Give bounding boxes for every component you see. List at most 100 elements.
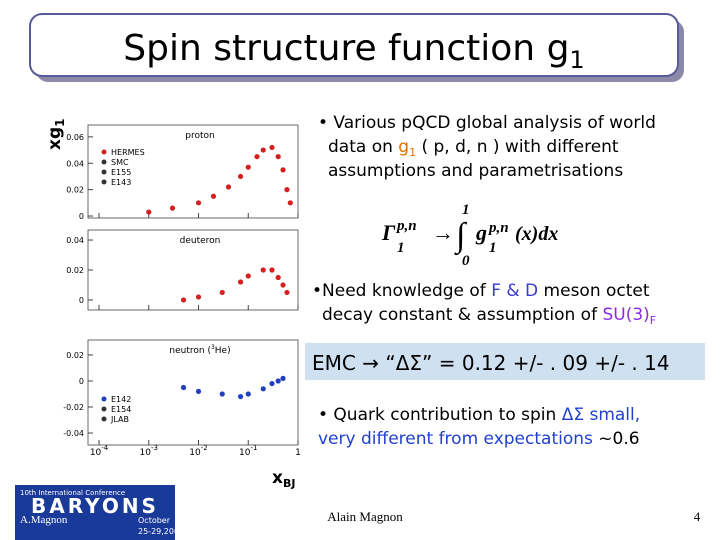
legend-marker: [101, 396, 107, 402]
x-tick-base: 10: [140, 448, 152, 458]
panel-label: proton: [185, 131, 214, 141]
panel-frame: [87, 339, 299, 446]
y-axis-label: xg1: [45, 119, 67, 151]
y-tick-label: 0.02: [66, 351, 84, 360]
data-point: [280, 282, 286, 288]
x-axis-label-sub: BJ: [283, 477, 295, 490]
title-box: [29, 13, 679, 77]
legend-entry: E155: [111, 168, 131, 177]
data-point: [287, 200, 293, 206]
y-axis-label-text: xg: [45, 127, 65, 150]
formula-g-sup: p,n: [487, 220, 509, 236]
x-tick-label: 10-1: [239, 444, 257, 458]
x-tick-exp: -1: [250, 444, 257, 452]
data-point: [180, 297, 187, 303]
y-tick-label: 0: [79, 377, 84, 386]
data-point: [245, 164, 251, 170]
formula-sup: p,n: [395, 218, 417, 234]
data-point: [275, 154, 281, 160]
legend-entry: HERMES: [111, 148, 145, 157]
y-tick-label: 0.04: [66, 159, 84, 168]
bullet-segment: assumptions and parametrisations: [328, 161, 623, 181]
bullet-line: data on g1 ( p, d, n ) with different: [328, 137, 619, 159]
y-tick-label: 0: [79, 212, 84, 221]
data-point: [237, 173, 244, 180]
x-axis-label-text: x: [272, 468, 283, 488]
panel-label: neutron (3He): [169, 344, 230, 356]
bullet-segment: F & D: [491, 281, 538, 301]
legend-entry: JLAB: [110, 415, 129, 424]
legend-entry: E143: [111, 178, 131, 187]
formula-tail: (x)dx: [515, 223, 558, 245]
data-point: [219, 391, 225, 397]
legend-marker: [101, 149, 107, 155]
formula-arrow: →: [432, 220, 454, 245]
data-point: [280, 167, 286, 173]
formula-gamma: Γ: [381, 220, 396, 245]
data-point: [169, 205, 176, 211]
formula-g: g: [475, 220, 487, 245]
bullet-segment: 1: [409, 146, 416, 159]
data-point: [180, 384, 187, 391]
x-tick-base: 1: [295, 448, 301, 458]
legend-marker: [101, 179, 107, 185]
bullet-segment: ( p, d, n ) with different: [416, 137, 619, 157]
x-tick-exp: -3: [151, 444, 158, 452]
formula: Γ p,n 1 → ∫ 1 0 g p,n 1 (x)dx: [381, 202, 558, 269]
x-tick-label: 1: [295, 448, 301, 458]
y-axis-label-sub: 1: [53, 119, 67, 127]
emc-text: EMC → “ΔΣ” = 0.12 +/- . 09 +/- . 14: [312, 351, 670, 375]
panel-label-text: proton: [185, 131, 214, 141]
logo-conference: 10th International Conference: [20, 489, 125, 497]
data-point: [210, 193, 217, 199]
bullet-segment: g: [398, 137, 409, 157]
data-point: [269, 267, 275, 273]
x-tick-exp: -4: [101, 444, 109, 452]
logo-name: BARYONS: [31, 494, 159, 518]
logo-author: A.Magnon: [20, 514, 68, 526]
footer-author: Alain Magnon: [327, 509, 403, 524]
title-sub: 1: [569, 46, 584, 74]
legend-marker: [101, 169, 107, 175]
y-tick-label: 0.04: [66, 236, 84, 245]
formula-lower: 0: [462, 253, 470, 269]
y-tick-label: 0: [79, 296, 84, 305]
bullet-segment: SU(3): [602, 305, 649, 325]
y-tick-label: -0.04: [63, 429, 84, 438]
data-point: [195, 294, 202, 300]
y-tick-label: 0.02: [66, 266, 84, 275]
formula-integral: ∫: [454, 217, 468, 256]
data-point: [254, 154, 260, 160]
bullet-segment: •Need knowledge of: [312, 281, 491, 301]
bullet-line: very different from expectations ~0.6: [318, 429, 640, 449]
title-text: Spin structure function g: [123, 28, 569, 69]
bullet-segment: very different from expectations: [318, 429, 593, 449]
panel-label-sup: 3: [211, 344, 215, 351]
logo: [15, 485, 175, 540]
data-point: [237, 279, 244, 285]
data-point: [237, 393, 244, 400]
panel-label: deuteron: [180, 236, 221, 246]
legend-marker: [101, 416, 107, 422]
x-tick-base: 10: [189, 448, 201, 458]
emc-box: [305, 343, 705, 380]
x-tick-label: 10-3: [140, 444, 158, 458]
panel-label-end: He): [215, 346, 231, 356]
y-tick-label: 0.02: [66, 186, 84, 195]
bullet-segment: • Quark contribution to spin: [318, 405, 562, 425]
data-point: [146, 209, 152, 215]
bullet-line: • Quark contribution to spin ΔΣ small,: [318, 405, 640, 425]
x-tick-exp: -2: [201, 444, 208, 452]
bullet-line: •Need knowledge of F & D meson octet: [312, 281, 650, 301]
data-point: [284, 289, 290, 296]
bullet-segment: ΔΣ small,: [562, 405, 640, 425]
data-point: [219, 289, 225, 296]
title: Spin structure function g1: [123, 28, 584, 74]
bullet-segment: meson octet: [538, 281, 650, 301]
data-point: [260, 386, 266, 392]
data-point: [275, 274, 281, 281]
legend-marker: [101, 159, 107, 165]
y-tick-label: -0.02: [63, 403, 84, 412]
